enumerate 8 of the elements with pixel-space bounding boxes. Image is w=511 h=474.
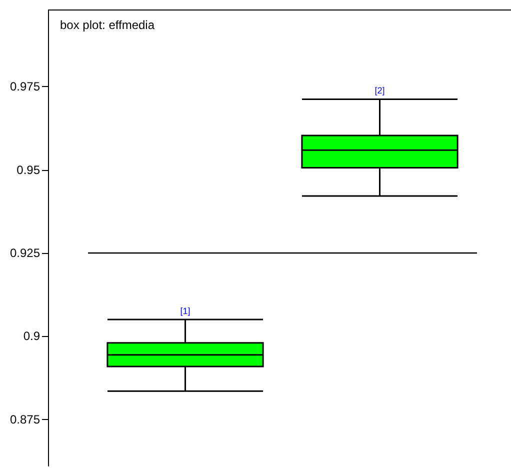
y-tick-label: 0.975 — [10, 80, 40, 94]
y-tick-label: 0.925 — [10, 246, 40, 260]
y-tick-label: 0.9 — [23, 329, 40, 344]
y-tick-label: 0.875 — [10, 412, 40, 426]
annotation: [2] — [374, 86, 385, 96]
annotation: [1] — [180, 306, 190, 316]
y-tick-label: 0.95 — [16, 162, 40, 177]
text: box plot: effmedia — [60, 18, 155, 32]
